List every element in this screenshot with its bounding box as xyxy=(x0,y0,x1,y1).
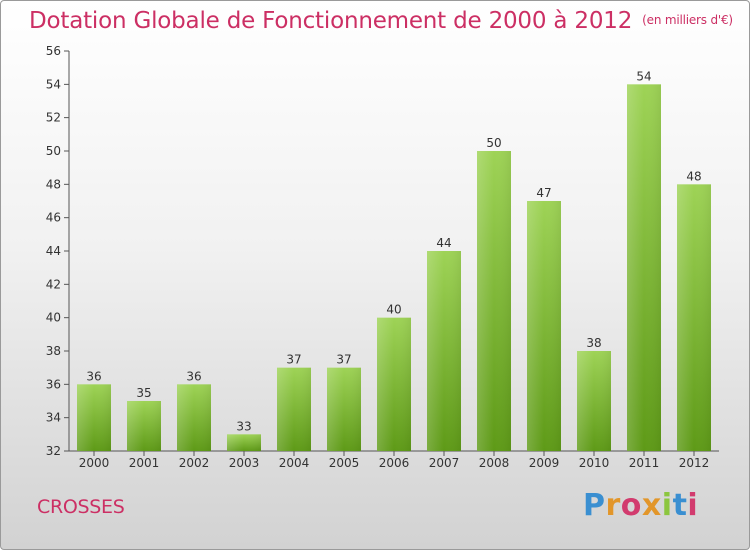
data-label: 54 xyxy=(636,69,651,83)
data-label: 36 xyxy=(186,369,201,383)
data-label: 48 xyxy=(686,169,701,183)
y-tick-label: 44 xyxy=(46,244,61,258)
bar-highlight xyxy=(477,151,511,451)
chart-title-text: Dotation Globale de Fonctionnement de 20… xyxy=(29,8,633,34)
proxiti-logo: Proxiti xyxy=(583,488,698,523)
commune-name: CROSSES xyxy=(37,496,125,518)
chart-axes: 32 34 36 38 40 42 44 46 48 50 52 54 56 xyxy=(46,44,719,458)
x-tick-label: 2011 xyxy=(629,456,660,470)
y-tick-label: 46 xyxy=(46,211,61,225)
logo-letter: i xyxy=(661,488,673,523)
logo-letter: x xyxy=(641,488,662,523)
chart-bars xyxy=(77,84,711,452)
y-tick-label: 38 xyxy=(46,344,61,358)
data-label: 47 xyxy=(536,186,551,200)
bar-highlight xyxy=(327,367,361,451)
bar-highlight xyxy=(227,434,261,451)
bar-highlight xyxy=(577,351,611,451)
logo-letter: r xyxy=(605,488,621,523)
logo-letter: P xyxy=(583,488,606,523)
chart-labels: 2000 36 2001 35 2002 36 2003 33 2004 37 2005 37 2006… xyxy=(79,69,710,470)
y-tick-label: 42 xyxy=(46,277,61,291)
x-tick-label: 2010 xyxy=(579,456,610,470)
bar-highlight xyxy=(277,367,311,451)
x-tick-label: 2005 xyxy=(329,456,360,470)
chart-subtitle: (en milliers d'€) xyxy=(642,13,733,27)
data-label: 35 xyxy=(136,386,151,400)
x-tick-label: 2012 xyxy=(679,456,710,470)
y-tick-label: 54 xyxy=(46,77,61,91)
y-tick-label: 48 xyxy=(46,177,61,191)
bar-highlight xyxy=(377,317,411,451)
y-tick-label: 34 xyxy=(46,411,61,425)
x-tick-label: 2002 xyxy=(179,456,210,470)
data-label: 37 xyxy=(286,353,301,367)
y-tick-label: 50 xyxy=(46,144,61,158)
data-label: 38 xyxy=(586,336,601,350)
data-label: 33 xyxy=(236,419,251,433)
x-tick-label: 2001 xyxy=(129,456,160,470)
bar-highlight xyxy=(527,201,561,451)
data-label: 36 xyxy=(86,369,101,383)
x-tick-label: 2009 xyxy=(529,456,560,470)
data-label: 44 xyxy=(436,236,451,250)
data-label: 50 xyxy=(486,136,501,150)
x-tick-label: 2006 xyxy=(379,456,410,470)
x-tick-label: 2003 xyxy=(229,456,260,470)
y-tick-label: 36 xyxy=(46,377,61,391)
bar-highlight xyxy=(177,384,211,451)
bar-highlight xyxy=(677,184,711,452)
bar-highlight xyxy=(127,401,161,451)
x-tick-label: 2008 xyxy=(479,456,510,470)
y-tick-label: 40 xyxy=(46,311,61,325)
y-tick-label: 56 xyxy=(46,44,61,58)
bar-highlight xyxy=(77,384,111,451)
logo-letter: t xyxy=(672,488,688,523)
bar-highlight xyxy=(427,251,461,451)
x-tick-label: 2007 xyxy=(429,456,460,470)
data-label: 37 xyxy=(336,353,351,367)
y-tick-label: 52 xyxy=(46,111,61,125)
y-tick-label: 32 xyxy=(46,444,61,458)
x-tick-label: 2004 xyxy=(279,456,310,470)
bar-highlight xyxy=(627,84,661,451)
data-label: 40 xyxy=(386,303,401,317)
logo-letter: o xyxy=(620,488,642,523)
chart-title: Dotation Globale de Fonctionnement de 20… xyxy=(29,8,733,34)
logo-letter: i xyxy=(687,488,699,523)
x-tick-label: 2000 xyxy=(79,456,110,470)
